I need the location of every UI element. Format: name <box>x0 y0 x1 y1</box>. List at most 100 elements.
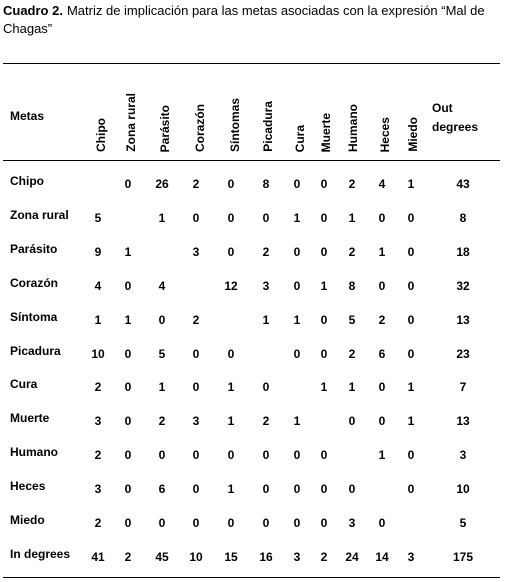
table-cell: 2 <box>124 549 132 564</box>
table-cell: 13 <box>456 414 470 429</box>
table-cell: 1 <box>348 380 356 395</box>
table-cell: 2 <box>192 312 200 327</box>
table-cell: 1 <box>124 244 132 259</box>
header-cell: Síntomas <box>228 97 242 152</box>
table-cell: 5 <box>459 516 467 530</box>
table-cell: 3 <box>94 414 102 429</box>
table-cell: 15 <box>224 549 238 564</box>
caption-text: Matriz de implicación para las metas aso… <box>3 3 485 36</box>
table-cell: 0 <box>293 177 301 191</box>
table-cell: 1 <box>293 210 301 225</box>
table-cell: 5 <box>94 210 102 225</box>
table-cell: 0 <box>378 414 386 429</box>
table-cell: 0 <box>348 414 356 429</box>
table-cell: 0 <box>124 516 132 530</box>
row-label: Zona rural <box>10 207 69 222</box>
table-cell: 1 <box>407 414 415 429</box>
table-cell: 0 <box>293 516 301 530</box>
table-cell: 3 <box>459 448 467 463</box>
table-cell: 175 <box>452 549 474 564</box>
table-cell: 0 <box>124 482 132 497</box>
header-cell: Humano <box>346 104 360 152</box>
bottom-rule <box>3 577 500 578</box>
table-cell: 32 <box>456 278 470 293</box>
table-cell: 0 <box>192 448 200 463</box>
table-cell: 2 <box>378 312 386 327</box>
table-cell: 1 <box>348 210 356 225</box>
table-cell: 1 <box>407 380 415 395</box>
table-cell: 10 <box>189 549 203 564</box>
table-cell: 12 <box>224 278 238 293</box>
table-cell: 0 <box>407 210 415 225</box>
caption-label: Cuadro 2. <box>3 3 63 18</box>
table-cell: 0 <box>407 346 415 361</box>
table-cell: 2 <box>348 244 356 259</box>
table-cell: 0 <box>124 380 132 395</box>
table-cell: 0 <box>293 448 301 463</box>
table-cell: 24 <box>345 549 359 564</box>
table-cell: 1 <box>227 380 235 395</box>
table-cell: 0 <box>378 516 386 530</box>
table-cell: 1 <box>320 380 328 395</box>
row-label: Muerte <box>10 411 50 426</box>
header-cell: Muerte <box>319 112 333 152</box>
table-cell: 8 <box>348 278 356 293</box>
table-cell: 1 <box>94 312 102 327</box>
table-cell: 26 <box>155 177 169 191</box>
row-label: Miedo <box>10 513 45 527</box>
table-cell: 2 <box>94 516 102 530</box>
table-cell: 0 <box>378 380 386 395</box>
table-cell: 1 <box>407 177 415 191</box>
table-cell: 3 <box>262 278 270 293</box>
table-cell: 2 <box>94 448 102 463</box>
table-cell: 4 <box>94 278 102 293</box>
header-cell: Heces <box>378 116 392 152</box>
header-cell: Zona rural <box>124 93 138 152</box>
table-cell: 2 <box>94 380 102 395</box>
table-cell: 0 <box>227 516 235 530</box>
table-cell: 10 <box>456 482 470 497</box>
table-cell: 0 <box>320 516 328 530</box>
table-cell: 2 <box>158 414 166 429</box>
row-label: Cura <box>10 377 38 392</box>
table-cell: 13 <box>456 312 470 327</box>
table-cell: 0 <box>262 210 270 225</box>
table-cell: 1 <box>378 448 386 463</box>
table-cell: 45 <box>155 549 169 564</box>
table-cell: 0 <box>227 210 235 225</box>
table-cell: 4 <box>158 278 166 293</box>
table-cell: 23 <box>456 346 470 361</box>
table-cell: 0 <box>320 244 328 259</box>
table-cell: 0 <box>227 177 235 191</box>
row-label: Corazón <box>10 275 58 290</box>
table-cell: 0 <box>320 210 328 225</box>
table-cell: 2 <box>320 549 328 564</box>
header-cell: Chipo <box>94 118 108 152</box>
table-cell: 0 <box>320 312 328 327</box>
table-cell: 43 <box>456 177 470 191</box>
table-cell: 0 <box>320 346 328 361</box>
table-cell: 0 <box>158 516 166 530</box>
table-cell: 7 <box>459 380 467 395</box>
row-label: Humano <box>10 445 58 460</box>
top-rule <box>3 63 500 64</box>
table-cell: 41 <box>91 549 105 564</box>
row-label: Heces <box>10 479 46 494</box>
table-cell: 3 <box>293 549 301 564</box>
row-label: In degrees <box>10 546 71 561</box>
table-cell: 0 <box>192 210 200 225</box>
table-cell: 5 <box>158 346 166 361</box>
table-cell: 0 <box>293 278 301 293</box>
header-cell: Picadura <box>261 101 275 152</box>
table-cell: 0 <box>124 346 132 361</box>
header-cell: Parásito <box>158 104 172 152</box>
table-cell: 0 <box>320 177 328 191</box>
table-cell: 2 <box>262 414 270 429</box>
table-cell: 0 <box>192 380 200 395</box>
table-cell: 6 <box>158 482 166 497</box>
table-cell: 0 <box>320 448 328 463</box>
table-cell: 0 <box>407 448 415 463</box>
table-cell: 2 <box>192 177 200 191</box>
table-cell: 0 <box>378 210 386 225</box>
table-cell: 3 <box>192 244 200 259</box>
